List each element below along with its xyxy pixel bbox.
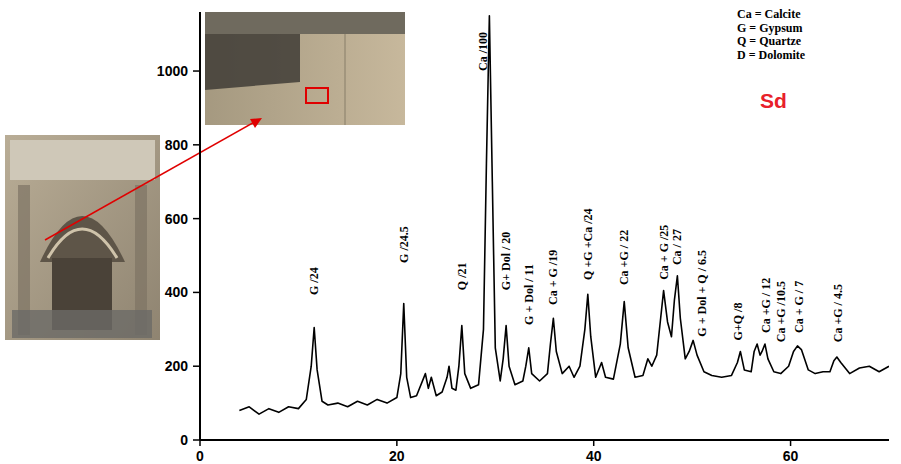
y-tick [193, 70, 200, 72]
x-tick-label: 40 [586, 448, 602, 464]
photo-detail [205, 12, 405, 125]
peak-label: Q +G +Ca /24 [581, 209, 595, 280]
peak-label: Ca /100 [476, 32, 490, 71]
photo-frame [5, 135, 160, 340]
peak-label: Ca +G /10.5 [774, 281, 788, 342]
peak-label: G /24 [307, 267, 321, 295]
peak-label: G + Dol / 11 [522, 264, 536, 325]
photo-arch-rib [48, 229, 117, 258]
x-tick [396, 440, 398, 446]
peak-label: Ca + G /19 [546, 250, 560, 305]
y-tick [193, 439, 200, 441]
y-tick-label: 200 [165, 358, 189, 374]
sample-label: Sd [760, 89, 787, 112]
y-tick-label: 800 [165, 137, 189, 153]
peak-label: Ca +G / 4.5 [831, 284, 845, 342]
key-entry: Q = Quartze [737, 34, 802, 48]
peak-label: G+ Dol / 20 [499, 232, 513, 291]
axes: 0 200 400 600 800 1000 0 20 40 60 [157, 12, 889, 464]
y-tick-label: 0 [180, 432, 188, 448]
x-tick [593, 440, 595, 446]
x-tick-label: 0 [196, 448, 204, 464]
photo-arch [40, 216, 125, 262]
x-axis-line [200, 439, 889, 441]
peak-label: Ca + G /25 [657, 225, 671, 280]
x-tick-label: 60 [783, 448, 799, 464]
photo-top [10, 140, 155, 180]
y-tick [193, 218, 200, 220]
mineral-key: Ca = CalciteG = GypsumQ = QuartzeD = Dol… [737, 7, 806, 62]
sample-box [306, 88, 328, 103]
xrd-line [239, 16, 889, 414]
peak-label: G+Q /8 [731, 303, 745, 341]
plot-area [239, 16, 889, 414]
y-tick [193, 292, 200, 294]
peak-label: Ca + G / 7 [792, 281, 806, 333]
key-entry: G = Gypsum [737, 21, 803, 35]
annotations: G /24 G /24.5 Q /21 Ca /100 G+ Dol / 20 G + D… [307, 32, 845, 342]
y-axis-line [199, 12, 201, 440]
photo-debris [12, 310, 152, 338]
arrow-line [45, 120, 258, 240]
x-tick [790, 440, 792, 446]
y-tick [193, 144, 200, 146]
figure: 0 200 400 600 800 1000 0 20 40 60 G /24 G /24.5 Q /2… [0, 0, 901, 464]
arrow-head [250, 118, 262, 128]
peak-label: G /24.5 [397, 226, 411, 263]
peak-label: Ca / 27 [670, 229, 684, 265]
x-tick-label: 20 [389, 448, 405, 464]
photo-mihrab [5, 135, 160, 340]
peak-label: G + Dol + Q / 6.5 [695, 250, 709, 337]
key-entry: D = Dolomite [737, 48, 806, 62]
x-tick [199, 440, 201, 446]
y-tick-label: 1000 [157, 63, 188, 79]
peak-label: Ca +G / 12 [759, 278, 773, 333]
peak-label: Ca +G / 22 [617, 230, 631, 285]
photo-dark-area [205, 34, 300, 90]
y-tick-label: 400 [165, 284, 189, 300]
y-tick [193, 365, 200, 367]
peak-label: Q /21 [455, 263, 469, 291]
photo-band [205, 12, 405, 34]
photo-frame [205, 12, 405, 125]
key-entry: Ca = Calcite [737, 7, 801, 21]
photo-joint [344, 34, 346, 125]
y-tick-label: 600 [165, 211, 189, 227]
